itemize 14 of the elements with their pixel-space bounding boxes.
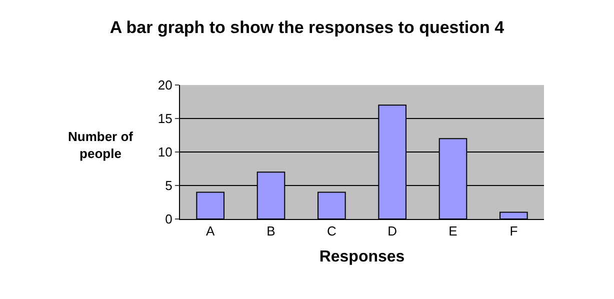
y-tick-label: 0: [165, 212, 172, 227]
y-tick-label: 5: [165, 178, 172, 194]
x-tick-label: F: [510, 224, 518, 239]
x-tick-label: D: [388, 224, 398, 239]
x-tick-label: A: [206, 224, 215, 239]
x-axis-title: Responses: [319, 248, 405, 266]
x-tick-label: E: [448, 224, 458, 239]
y-axis-title: Number of people: [68, 129, 134, 161]
x-tick-label: B: [266, 224, 276, 239]
y-tick-label: 15: [158, 111, 172, 126]
x-tick-label: C: [326, 224, 336, 239]
chart-title: A bar graph to show the responses to question 4: [110, 18, 505, 37]
y-tick-label: 20: [158, 78, 172, 93]
y-tick-label: 10: [158, 144, 172, 160]
